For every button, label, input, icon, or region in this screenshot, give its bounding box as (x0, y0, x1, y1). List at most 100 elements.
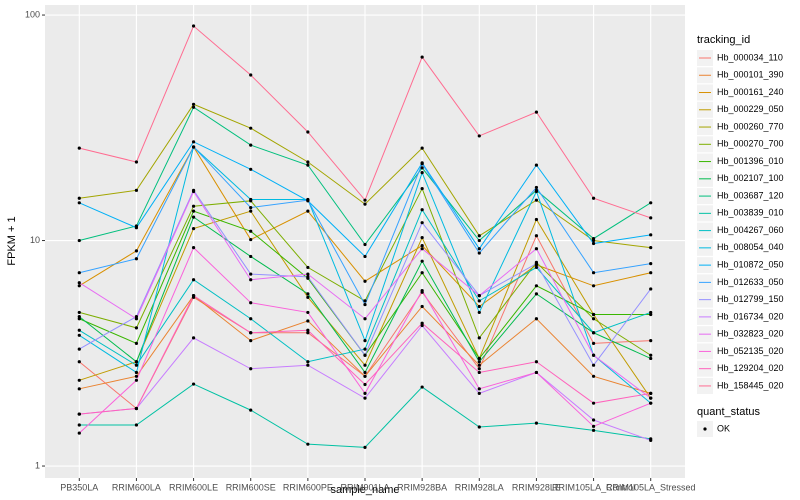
data-point (77, 314, 81, 319)
data-point (591, 418, 596, 422)
x-axis-title: sample_name (330, 484, 399, 496)
x-tick-label: RRIM928BA (397, 482, 447, 492)
data-point (649, 271, 653, 275)
data-point (534, 198, 539, 202)
data-point (77, 328, 81, 332)
legend-label: Hb_003687_120 (717, 190, 784, 200)
legend-label: Hb_016734_020 (717, 311, 784, 321)
data-point (77, 423, 81, 427)
x-tick-label: RRIM928LE (512, 482, 561, 492)
data-point (249, 237, 253, 242)
data-point (534, 360, 539, 364)
data-point (420, 55, 424, 59)
data-point (420, 288, 424, 293)
data-point (420, 166, 424, 170)
x-tick-label: RRIM600PE (283, 482, 333, 492)
data-point (191, 102, 196, 106)
data-point (591, 363, 596, 367)
data-point (477, 134, 481, 138)
x-tick-label: RRIM105LA_Control (552, 482, 635, 492)
data-point (363, 374, 367, 378)
data-point (249, 408, 253, 412)
data-point (477, 360, 481, 364)
data-point (477, 356, 481, 361)
legend-point (703, 427, 707, 431)
data-point (649, 233, 653, 237)
data-point (134, 326, 139, 330)
data-point (591, 401, 596, 405)
data-point (134, 317, 139, 321)
data-point (534, 217, 539, 222)
data-point (649, 438, 653, 442)
data-point (77, 431, 81, 435)
data-point (477, 370, 481, 375)
data-point (134, 341, 139, 345)
legend-title: tracking_id (697, 34, 750, 46)
legend-label: Hb_000034_110 (717, 52, 783, 62)
legend-label: Hb_000260_770 (717, 121, 784, 131)
data-point (649, 338, 653, 343)
data-point (420, 236, 424, 240)
data-point (191, 226, 196, 231)
data-point (363, 391, 367, 395)
data-point (306, 319, 310, 323)
legend-label: Hb_000161_240 (717, 87, 784, 97)
data-point (306, 130, 310, 134)
data-point (534, 234, 539, 238)
data-point (134, 363, 139, 367)
legend-label: Hb_158445_020 (717, 380, 784, 390)
data-point (306, 363, 310, 367)
x-tick-label: RRIM901LA (340, 482, 389, 492)
data-point (249, 367, 253, 371)
x-tick-label: RRIM105LA_Stressed (606, 482, 696, 492)
legend-label: Hb_000101_390 (717, 70, 784, 80)
data-point (420, 304, 424, 309)
data-point (363, 202, 367, 206)
data-point (249, 278, 253, 282)
data-point (249, 301, 253, 305)
data-point (591, 424, 596, 428)
data-point (591, 284, 596, 288)
data-point (649, 356, 653, 361)
x-tick-label: RRIM600LE (169, 482, 218, 492)
data-point (591, 331, 596, 335)
data-point (134, 249, 139, 253)
legend-label: Hb_012633_050 (717, 277, 784, 287)
data-point (591, 317, 596, 321)
data-point (306, 360, 310, 364)
data-point (306, 292, 310, 296)
data-point (191, 189, 196, 194)
data-point (306, 265, 310, 270)
data-point (420, 323, 424, 328)
data-point (77, 387, 81, 391)
data-point (534, 265, 539, 270)
legend-label: Hb_032823_020 (717, 329, 784, 339)
legend-label: Hb_052135_020 (717, 346, 784, 356)
legend-label: Hb_001396_010 (717, 156, 784, 166)
y-axis-title: FPKM + 1 (6, 216, 18, 265)
data-point (77, 146, 81, 150)
data-point (477, 299, 481, 303)
data-point (77, 238, 81, 243)
data-point (477, 310, 481, 315)
data-point (477, 247, 481, 251)
data-point (363, 302, 367, 307)
data-point (77, 281, 81, 285)
data-point (363, 338, 367, 343)
y-tick-label: 100 (25, 9, 40, 19)
legend-label: Hb_010872_050 (717, 259, 784, 269)
x-tick-label: RRIM600SE (226, 482, 276, 492)
data-point (249, 205, 253, 210)
legend-label: Hb_129204_020 (717, 363, 784, 373)
data-point (591, 353, 596, 357)
y-tick-label: 1 (35, 460, 40, 470)
data-point (363, 347, 367, 351)
data-point (363, 242, 367, 247)
data-point (534, 370, 539, 375)
data-point (420, 271, 424, 275)
data-point (191, 215, 196, 219)
point-legend-title: quant_status (697, 406, 760, 418)
data-point (477, 251, 481, 255)
data-point (591, 271, 596, 275)
data-point (534, 317, 539, 321)
